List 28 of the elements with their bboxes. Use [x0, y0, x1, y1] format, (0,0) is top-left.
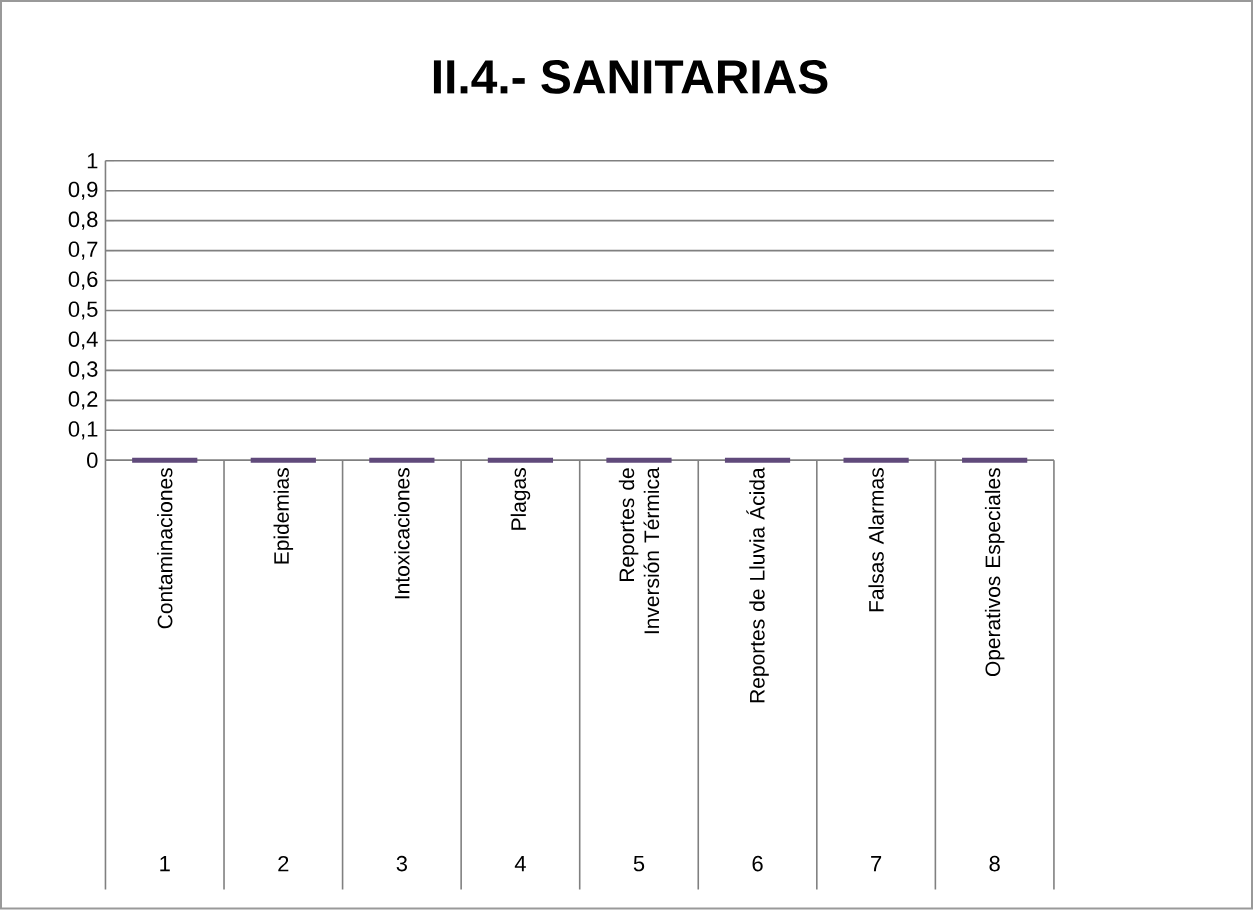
text: 8 [989, 856, 1000, 872]
y-tick-label: 0,6 [68, 271, 98, 290]
y-tick-label: 0,3 [68, 361, 98, 380]
y-tick-label: 0,4 [68, 331, 98, 350]
y-tick-label: 1 [87, 153, 98, 169]
text: 6 [752, 856, 763, 872]
y-tick-label: 0,5 [68, 301, 98, 320]
x-tick-label: Epidemias [273, 468, 294, 564]
y-tick-label: 0 [87, 452, 98, 469]
text: 4 [514, 856, 526, 872]
x-tick-label: Reportes de Inversión Térmica [618, 467, 660, 634]
text: 2 [278, 856, 289, 872]
text: 5 [633, 856, 645, 872]
y-tick-label: 0,9 [68, 181, 98, 201]
chart-title: II.4.- SANITARIAS [433, 60, 828, 95]
x-tick-label: Reportes de Lluvia Ácida [746, 467, 769, 703]
text: 1 [160, 856, 170, 872]
y-tick-label: 0,8 [68, 211, 98, 230]
y-tick-label: 0,7 [68, 241, 98, 260]
text: 3 [396, 856, 407, 872]
y-tick-label: 0,2 [68, 391, 98, 410]
x-tick-label: Operativos Especiales [984, 468, 1005, 677]
text: 7 [871, 856, 882, 872]
x-tick-label: Intoxicaciones [394, 468, 410, 599]
x-tick-label: Falsas Alarmas [868, 468, 884, 612]
x-tick-label: Plagas [510, 468, 531, 530]
y-tick-label: 0,1 [68, 421, 98, 440]
x-tick-label: Contaminaciones [157, 468, 173, 629]
